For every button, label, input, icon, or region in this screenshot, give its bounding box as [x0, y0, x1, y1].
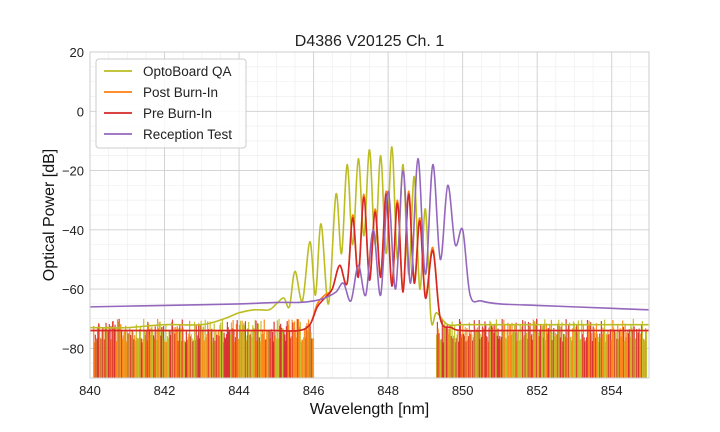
x-tick-labels: 840 842 844 846 848 850 852 854	[79, 383, 622, 398]
legend: OptoBoard QA Post Burn-In Pre Burn-In Re…	[95, 58, 247, 149]
x-tick-label: 840	[79, 383, 101, 398]
y-tick-label: 20	[70, 45, 84, 60]
y-tick-label: −20	[62, 164, 84, 179]
x-tick-label: 850	[452, 383, 474, 398]
y-tick-labels: 20 0 −20 −40 −60 −80	[62, 45, 84, 356]
legend-box	[95, 58, 247, 149]
plot-frame	[89, 51, 650, 379]
series-line-optoboard-qa	[89, 146, 649, 329]
y-axis-label: Optical Power [dB]	[41, 149, 58, 282]
series-lines	[89, 146, 650, 332]
y-tick-label: −40	[62, 223, 84, 238]
x-tick-label: 854	[601, 383, 623, 398]
y-tick-label: −80	[62, 341, 84, 356]
y-tick-label: 0	[77, 104, 84, 119]
series-line-reception-test	[89, 157, 650, 311]
x-tick-label: 848	[377, 383, 399, 398]
x-tick-label: 852	[526, 383, 548, 398]
series-line-pre-burn-in	[90, 193, 649, 332]
legend-label-reception-test: Reception Test	[143, 127, 232, 142]
chart-title: D4386 V20125 Ch. 1	[295, 33, 445, 50]
legend-label-post-burn-in: Post Burn-In	[143, 85, 218, 100]
x-tick-label: 844	[228, 383, 250, 398]
legend-label-optoboard-qa: OptoBoard QA	[143, 64, 232, 79]
y-tick-label: −60	[62, 282, 84, 297]
x-tick-label: 846	[303, 383, 325, 398]
x-tick-label: 842	[154, 383, 176, 398]
noise-floor-spikes	[93, 318, 648, 378]
legend-label-pre-burn-in: Pre Burn-In	[143, 106, 212, 121]
x-axis-label: Wavelength [nm]	[310, 401, 429, 418]
